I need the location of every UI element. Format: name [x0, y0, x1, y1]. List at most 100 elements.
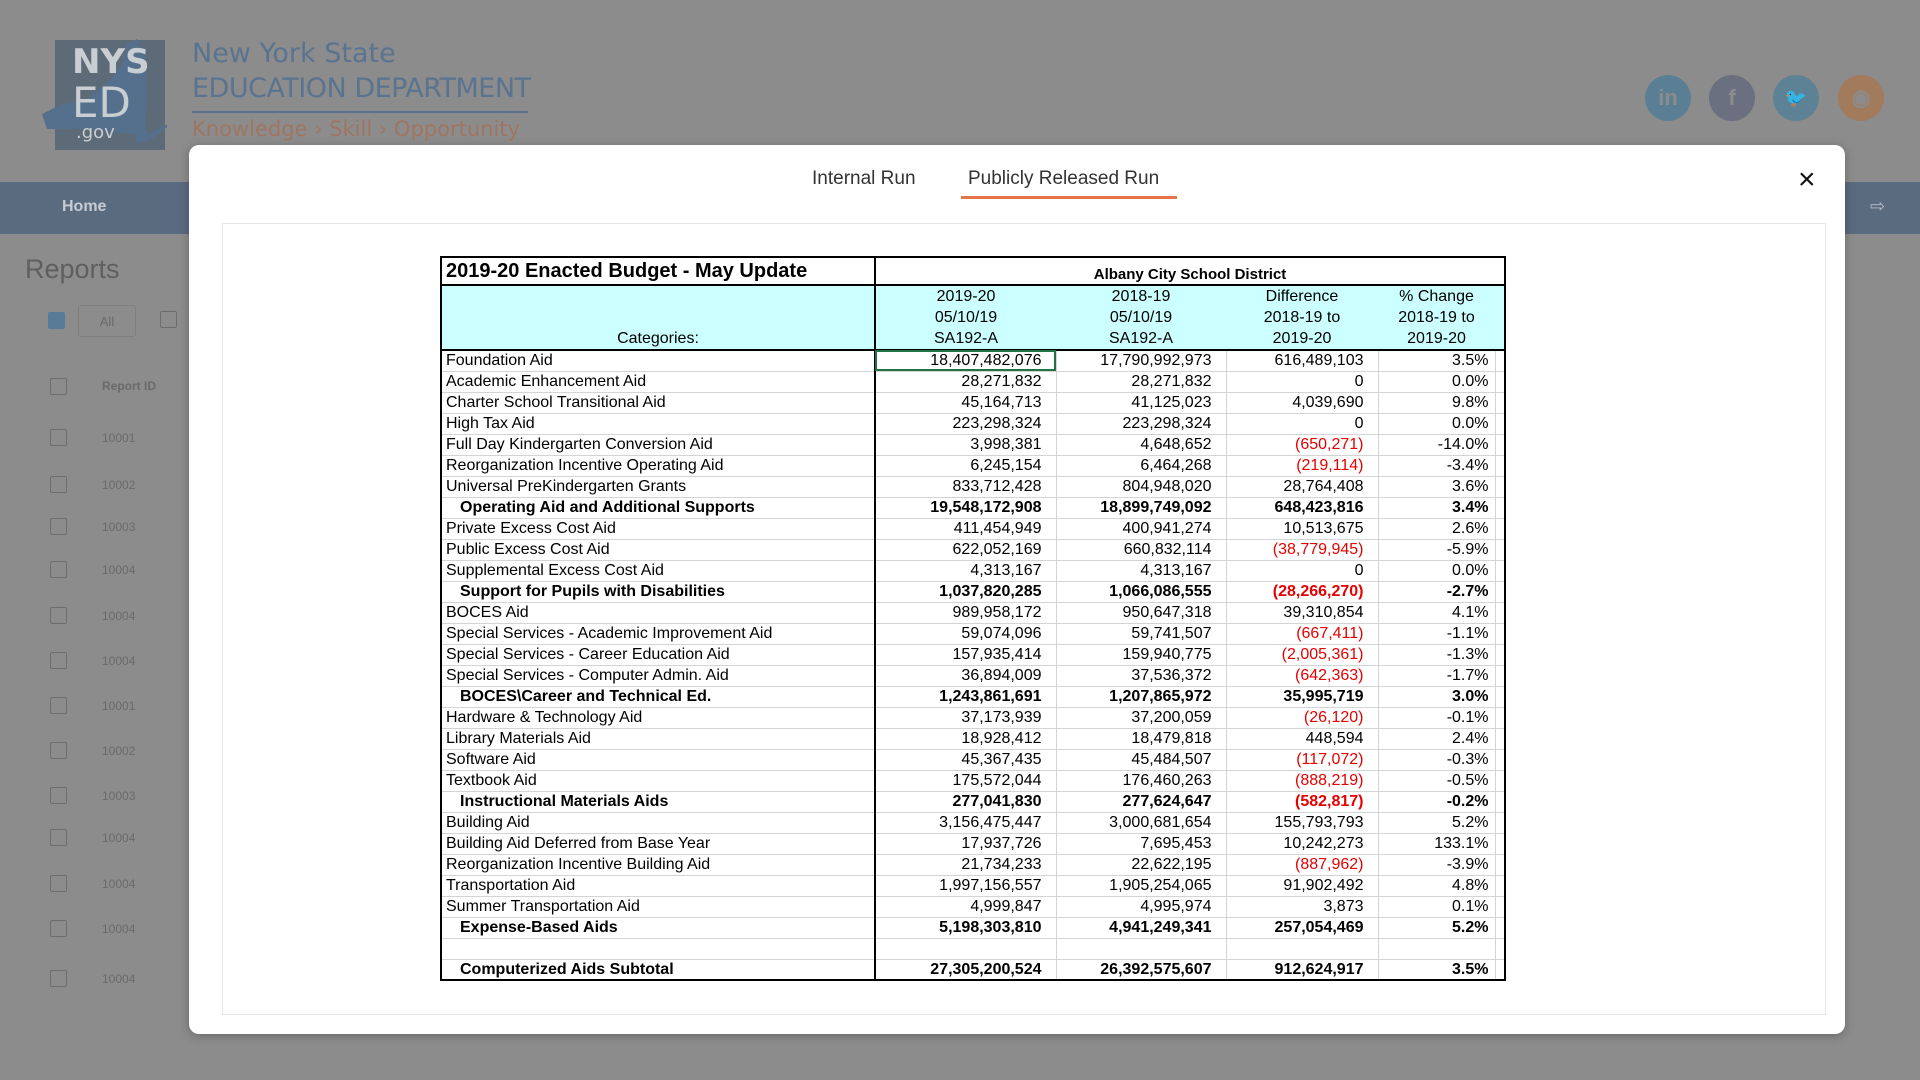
value-2019-20[interactable]: 175,572,044 — [875, 770, 1057, 792]
value-2018-19[interactable]: 7,695,453 — [1056, 833, 1227, 855]
value-2019-20[interactable]: 45,164,713 — [875, 392, 1057, 414]
value-2019-20[interactable]: 17,937,726 — [875, 833, 1057, 855]
value-2019-20[interactable]: 3,998,381 — [875, 434, 1057, 456]
row-label[interactable]: High Tax Aid — [441, 413, 876, 435]
row-label[interactable]: Reorganization Incentive Operating Aid — [441, 455, 876, 477]
value-2018-19[interactable]: 37,200,059 — [1056, 707, 1227, 729]
report-id[interactable]: 10004 — [102, 563, 136, 577]
value-difference[interactable]: 616,489,103 — [1226, 350, 1379, 372]
value-2019-20[interactable]: 277,041,830 — [875, 791, 1057, 813]
row-label[interactable]: BOCES Aid — [441, 602, 876, 624]
value-pct-change[interactable]: 133.1% — [1378, 833, 1496, 855]
row-checkbox[interactable] — [50, 607, 67, 624]
report-id[interactable]: 10003 — [102, 789, 136, 803]
value-pct-change[interactable]: 0.1% — [1378, 896, 1496, 918]
row-checkbox[interactable] — [50, 697, 67, 714]
value-difference[interactable]: (26,120) — [1226, 707, 1379, 729]
row-label[interactable]: Special Services - Computer Admin. Aid — [441, 665, 876, 687]
row-checkbox[interactable] — [50, 429, 67, 446]
value-pct-change[interactable]: -0.3% — [1378, 749, 1496, 771]
value-pct-change[interactable]: 0.0% — [1378, 413, 1496, 435]
nav-home[interactable]: Home — [62, 198, 107, 215]
tab-publicly-released-run[interactable]: Publicly Released Run — [968, 168, 1160, 189]
value-2018-19[interactable]: 17,790,992,973 — [1056, 350, 1227, 372]
value-pct-change[interactable]: -1.7% — [1378, 665, 1496, 687]
value-2019-20[interactable]: 18,407,482,076 — [875, 350, 1057, 372]
value-difference[interactable]: 912,624,917 — [1226, 959, 1379, 980]
row-label[interactable]: BOCES\Career and Technical Ed. — [441, 686, 876, 708]
row-label[interactable]: Summer Transportation Aid — [441, 896, 876, 918]
value-pct-change[interactable]: -1.3% — [1378, 644, 1496, 666]
row-label[interactable]: Special Services - Career Education Aid — [441, 644, 876, 666]
row-label[interactable]: Hardware & Technology Aid — [441, 707, 876, 729]
value-pct-change[interactable]: -0.1% — [1378, 707, 1496, 729]
value-2019-20[interactable]: 36,894,009 — [875, 665, 1057, 687]
value-2018-19[interactable]: 28,271,832 — [1056, 371, 1227, 393]
close-icon[interactable]: × — [1798, 163, 1816, 196]
row-label[interactable]: Instructional Materials Aids — [441, 791, 876, 813]
value-2019-20[interactable]: 59,074,096 — [875, 623, 1057, 645]
row-label[interactable]: Software Aid — [441, 749, 876, 771]
value-difference[interactable]: 10,242,273 — [1226, 833, 1379, 855]
value-difference[interactable]: 0 — [1226, 560, 1379, 582]
value-2019-20[interactable]: 45,367,435 — [875, 749, 1057, 771]
value-pct-change[interactable]: 5.2% — [1378, 812, 1496, 834]
row-label[interactable]: Foundation Aid — [441, 350, 876, 372]
value-2019-20[interactable]: 223,298,324 — [875, 413, 1057, 435]
row-checkbox[interactable] — [50, 561, 67, 578]
linkedin-icon[interactable]: in — [1645, 75, 1691, 121]
row-checkbox[interactable] — [50, 875, 67, 892]
value-2019-20[interactable]: 4,313,167 — [875, 560, 1057, 582]
report-id[interactable]: 10004 — [102, 972, 136, 986]
row-label[interactable]: Charter School Transitional Aid — [441, 392, 876, 414]
value-2018-19[interactable]: 4,313,167 — [1056, 560, 1227, 582]
value-pct-change[interactable] — [1378, 938, 1496, 960]
value-difference[interactable]: (117,072) — [1226, 749, 1379, 771]
value-difference[interactable]: (667,411) — [1226, 623, 1379, 645]
value-pct-change[interactable]: -0.2% — [1378, 791, 1496, 813]
row-label[interactable]: Special Services - Academic Improvement … — [441, 623, 876, 645]
value-difference[interactable]: (219,114) — [1226, 455, 1379, 477]
value-2018-19[interactable]: 277,624,647 — [1056, 791, 1227, 813]
value-pct-change[interactable]: 4.1% — [1378, 602, 1496, 624]
row-checkbox[interactable] — [50, 920, 67, 937]
value-difference[interactable]: 3,873 — [1226, 896, 1379, 918]
value-2019-20[interactable]: 21,734,233 — [875, 854, 1057, 876]
value-2019-20[interactable]: 833,712,428 — [875, 476, 1057, 498]
value-pct-change[interactable]: 4.8% — [1378, 875, 1496, 897]
value-2019-20[interactable]: 5,198,303,810 — [875, 917, 1057, 939]
row-label[interactable]: Computerized Aids Subtotal — [441, 959, 876, 980]
value-2018-19[interactable]: 4,995,974 — [1056, 896, 1227, 918]
value-2018-19[interactable]: 18,479,818 — [1056, 728, 1227, 750]
row-label[interactable]: Building Aid Deferred from Base Year — [441, 833, 876, 855]
value-difference[interactable]: 35,995,719 — [1226, 686, 1379, 708]
value-2018-19[interactable]: 1,905,254,065 — [1056, 875, 1227, 897]
value-2018-19[interactable]: 400,941,274 — [1056, 518, 1227, 540]
logout-icon[interactable]: ⇨ — [1870, 196, 1886, 216]
row-label[interactable] — [441, 938, 876, 960]
row-label[interactable]: Library Materials Aid — [441, 728, 876, 750]
row-label[interactable]: Operating Aid and Additional Supports — [441, 497, 876, 519]
value-2019-20[interactable]: 1,243,861,691 — [875, 686, 1057, 708]
row-label[interactable]: Public Excess Cost Aid — [441, 539, 876, 561]
select-all-checkbox[interactable] — [48, 312, 65, 329]
value-difference[interactable]: 0 — [1226, 413, 1379, 435]
value-difference[interactable] — [1226, 938, 1379, 960]
row-checkbox[interactable] — [50, 787, 67, 804]
value-pct-change[interactable]: 2.4% — [1378, 728, 1496, 750]
facebook-icon[interactable]: f — [1709, 75, 1755, 121]
value-difference[interactable]: (582,817) — [1226, 791, 1379, 813]
row-label[interactable]: Supplemental Excess Cost Aid — [441, 560, 876, 582]
value-2018-19[interactable]: 1,066,086,555 — [1056, 581, 1227, 603]
value-difference[interactable]: (2,005,361) — [1226, 644, 1379, 666]
row-label[interactable]: Full Day Kindergarten Conversion Aid — [441, 434, 876, 456]
value-pct-change[interactable]: -3.4% — [1378, 455, 1496, 477]
report-id[interactable]: 10003 — [102, 520, 136, 534]
value-pct-change[interactable]: 3.5% — [1378, 350, 1496, 372]
rss-icon[interactable]: ◉ — [1838, 75, 1884, 121]
value-2018-19[interactable]: 6,464,268 — [1056, 455, 1227, 477]
value-2018-19[interactable]: 22,622,195 — [1056, 854, 1227, 876]
value-pct-change[interactable]: 3.4% — [1378, 497, 1496, 519]
value-pct-change[interactable]: 3.6% — [1378, 476, 1496, 498]
row-label[interactable]: Expense-Based Aids — [441, 917, 876, 939]
